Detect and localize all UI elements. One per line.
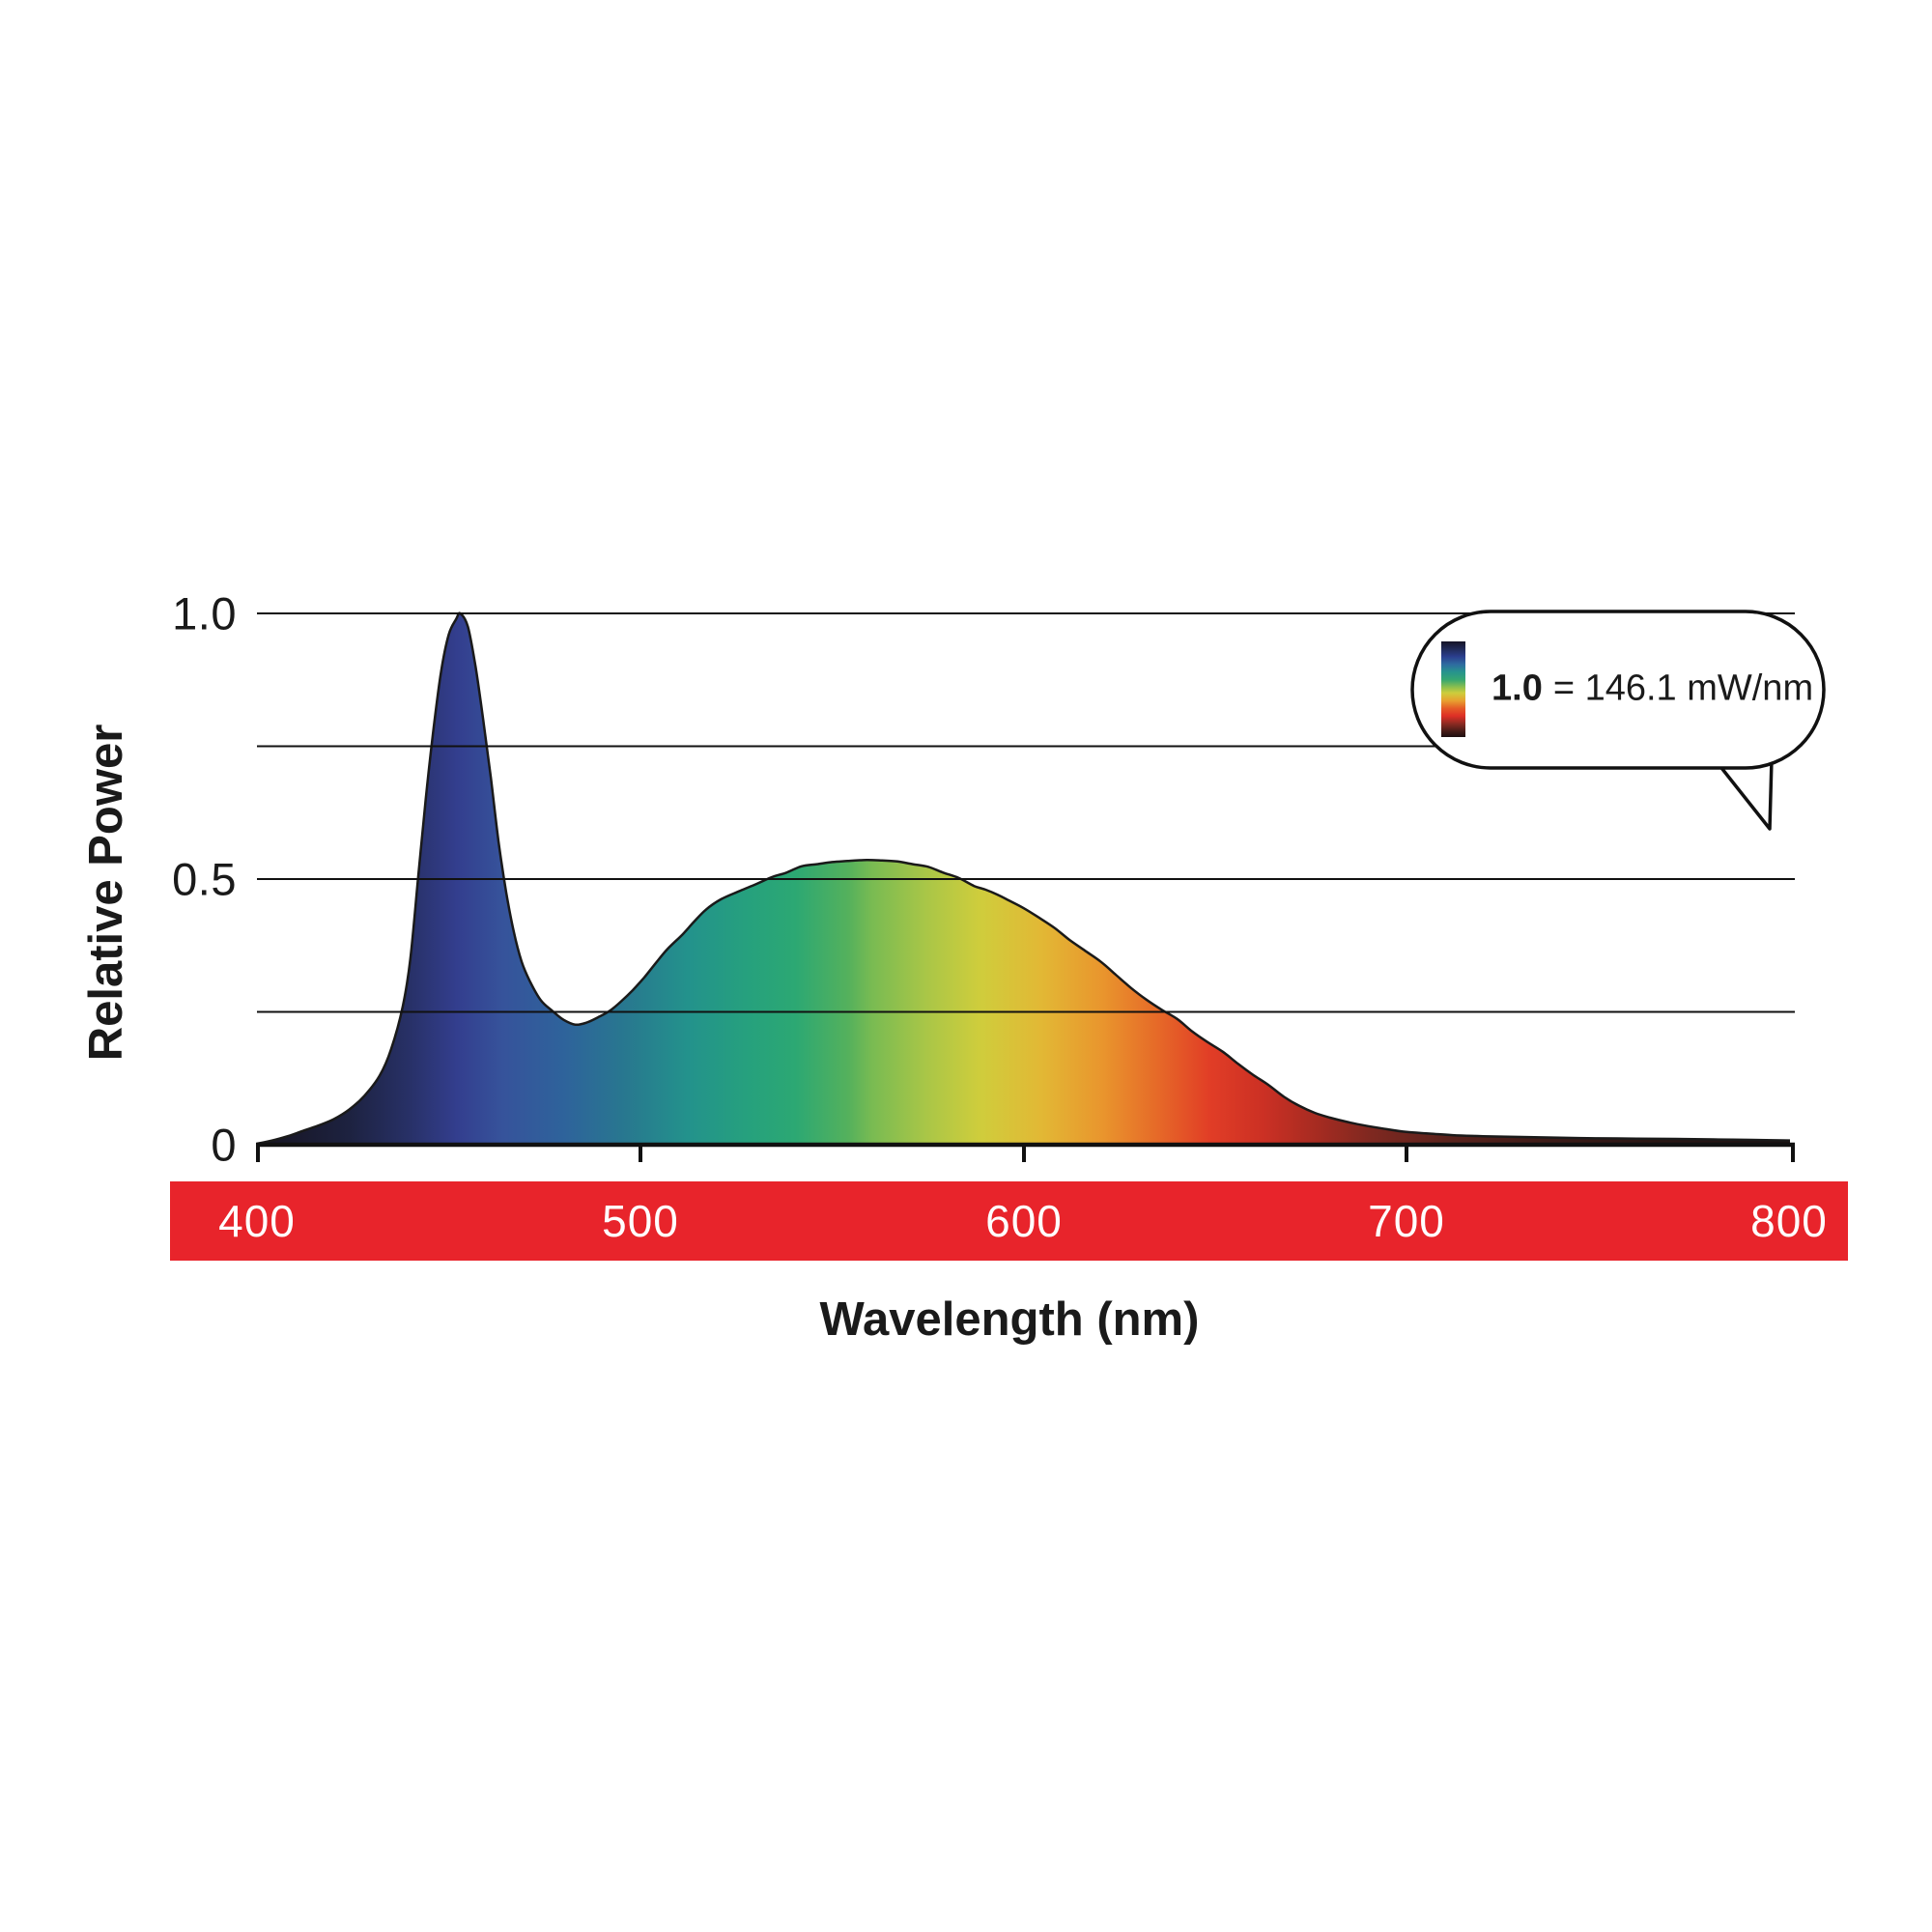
callout-bubble	[1410, 610, 1826, 770]
y-tick-label: 0.5	[172, 853, 237, 905]
wavelength-tick-label: 500	[602, 1196, 679, 1246]
callout-normalization-text: 1.0 = 146.1 mW/nm	[1492, 668, 1813, 710]
wavelength-tick-label: 800	[1750, 1196, 1828, 1246]
wavelength-tick-label: 400	[218, 1196, 296, 1246]
callout-value-rest: = 146.1 mW/nm	[1552, 668, 1814, 709]
callout-tail	[1713, 757, 1774, 831]
x-axis-title: Wavelength (nm)	[819, 1293, 1200, 1346]
callout-spectrum-bar	[1441, 641, 1465, 737]
wavelength-band: 400 500 600 700 800	[170, 1181, 1848, 1261]
y-tick-label: 1.0	[172, 587, 237, 639]
wavelength-tick-label: 700	[1368, 1196, 1445, 1246]
spectrum-curve-outline	[256, 611, 1791, 1146]
y-tick-label: 0	[211, 1119, 237, 1171]
x-axis-tick-marks	[256, 1145, 1795, 1162]
y-axis-title: Relative Power	[80, 724, 132, 1062]
callout-value-bold: 1.0	[1492, 668, 1543, 709]
wavelength-tick-label: 600	[985, 1196, 1063, 1246]
